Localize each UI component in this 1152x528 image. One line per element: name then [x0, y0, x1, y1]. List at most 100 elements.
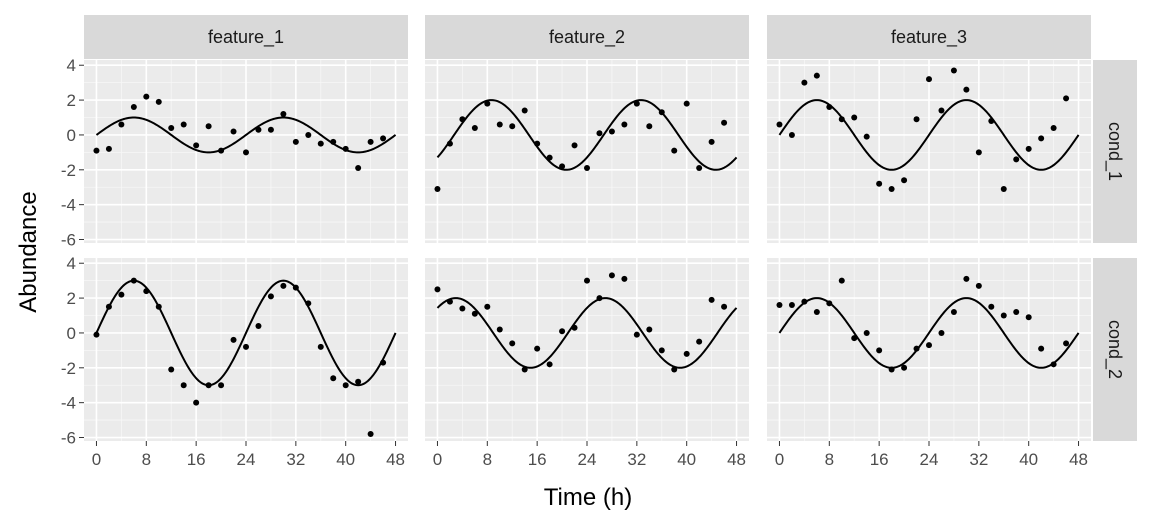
data-point: [596, 130, 603, 137]
data-point: [521, 366, 528, 373]
strip-background-feature_1: [84, 15, 408, 59]
data-point: [1050, 124, 1057, 131]
strip-background-cond_1: [1093, 60, 1137, 243]
data-point: [193, 399, 200, 406]
data-point: [658, 347, 665, 354]
data-point: [155, 98, 162, 105]
y-tick-label: 0: [67, 324, 76, 343]
data-point: [471, 310, 478, 317]
data-point: [826, 300, 833, 307]
data-point: [988, 303, 995, 310]
x-tick-label: 16: [528, 450, 547, 469]
data-point: [1038, 135, 1045, 142]
data-point: [571, 324, 578, 331]
data-point: [305, 131, 312, 138]
y-tick-label: 0: [67, 126, 76, 145]
strip-background-cond_2: [1093, 258, 1137, 441]
data-point: [963, 275, 970, 282]
data-point: [230, 336, 237, 343]
x-tick-label: 16: [870, 450, 889, 469]
data-point: [988, 118, 995, 124]
x-axis-title: Time (h): [544, 484, 632, 511]
data-point: [671, 366, 678, 373]
data-point: [105, 303, 112, 310]
data-point: [446, 298, 453, 305]
x-tick-label: 48: [386, 450, 405, 469]
data-point: [496, 121, 503, 128]
data-point: [708, 138, 715, 145]
data-point: [118, 291, 125, 298]
data-point: [621, 121, 628, 128]
data-point: [1025, 145, 1032, 152]
strip-label-feature_2: feature_2: [549, 27, 625, 48]
x-tick-label: 16: [187, 450, 206, 469]
data-point: [963, 86, 970, 93]
data-point: [292, 138, 299, 145]
data-point: [671, 147, 678, 154]
data-point: [342, 382, 349, 389]
data-point: [776, 121, 783, 128]
x-tick-label: 32: [969, 450, 988, 469]
y-tick-label: -6: [61, 231, 76, 250]
data-point: [838, 116, 845, 123]
data-point: [267, 293, 274, 300]
strip-label-feature_3: feature_3: [891, 27, 967, 48]
data-point: [1000, 185, 1007, 192]
data-point: [876, 347, 883, 354]
data-point: [317, 140, 324, 147]
data-point: [105, 145, 112, 152]
data-point: [484, 303, 491, 310]
x-tick-label: 32: [286, 450, 305, 469]
strip-background-feature_2: [425, 15, 749, 59]
data-point: [1063, 95, 1070, 102]
data-point: [267, 126, 274, 133]
data-point: [913, 345, 920, 352]
data-point: [1050, 361, 1057, 368]
data-point: [292, 284, 299, 291]
data-point: [851, 335, 858, 342]
x-tick-label: 32: [627, 450, 646, 469]
data-point: [571, 142, 578, 149]
data-point: [801, 298, 808, 305]
y-tick-label: 4: [67, 56, 76, 75]
data-point: [534, 140, 541, 147]
data-point: [901, 177, 908, 184]
data-point: [243, 343, 249, 350]
data-point: [509, 340, 516, 347]
strip-background-feature_3: [767, 15, 1091, 59]
y-axis-title: Abundance: [15, 191, 42, 312]
x-tick-label: 8: [825, 450, 834, 469]
x-tick-label: 24: [237, 450, 256, 469]
data-point: [193, 142, 200, 149]
data-point: [143, 93, 150, 100]
x-tick-label: 48: [1069, 450, 1088, 469]
strip-label-cond_2: cond_2: [1104, 320, 1125, 379]
data-point: [205, 123, 212, 130]
x-tick-label: 0: [433, 450, 442, 469]
data-point: [180, 121, 187, 128]
data-point: [559, 163, 566, 170]
y-tick-label: -2: [61, 161, 76, 180]
data-point: [255, 126, 262, 133]
data-point: [826, 104, 833, 111]
data-point: [926, 76, 932, 83]
data-point: [584, 165, 590, 172]
data-point: [434, 185, 441, 192]
y-tick-label: -4: [61, 394, 76, 413]
data-point: [913, 116, 920, 123]
data-point: [975, 149, 982, 156]
data-point: [788, 302, 795, 309]
data-point: [546, 361, 553, 368]
data-point: [93, 147, 100, 154]
data-point: [367, 138, 374, 145]
y-tick-label: -6: [61, 429, 76, 448]
data-point: [975, 282, 982, 289]
data-point: [721, 119, 728, 126]
data-point: [255, 322, 262, 329]
data-point: [243, 149, 249, 156]
x-tick-label: 48: [727, 450, 746, 469]
data-point: [926, 342, 932, 349]
data-point: [950, 309, 957, 316]
data-point: [317, 343, 324, 350]
